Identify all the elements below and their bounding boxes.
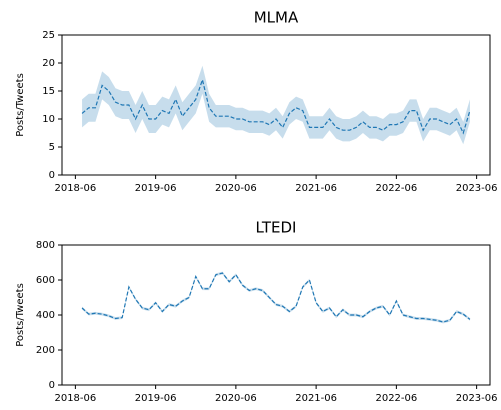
y-tick-label: 25 xyxy=(42,30,55,41)
x-tick-label: 2021-06 xyxy=(295,183,337,194)
y-tick-label: 0 xyxy=(49,170,55,181)
x-tick-label: 2018-06 xyxy=(54,393,96,404)
line xyxy=(81,77,471,135)
axes-frame xyxy=(61,244,491,386)
x-tick-label: 2023-06 xyxy=(456,393,498,404)
y-tick-label: 10 xyxy=(42,114,55,125)
y-tick-label: 15 xyxy=(42,86,55,97)
y-tick-label: 200 xyxy=(36,345,55,356)
x-tick-label: 2023-06 xyxy=(456,183,498,194)
axes-frame xyxy=(61,34,491,176)
y-tick-label: 600 xyxy=(36,275,55,286)
y-axis-label: Posts/Tweets xyxy=(15,73,26,137)
x-tick-label: 2021-06 xyxy=(295,393,337,404)
y-tick-label: 400 xyxy=(36,310,55,321)
y-tick-label: 800 xyxy=(36,240,55,251)
x-tick-label: 2020-06 xyxy=(215,393,257,404)
confidence-band xyxy=(82,271,470,324)
x-tick-label: 2019-06 xyxy=(135,393,177,404)
y-tick-label: 5 xyxy=(49,142,55,153)
y-tick-label: 0 xyxy=(49,380,55,391)
y-tick-label: 20 xyxy=(42,58,55,69)
x-tick-label: 2019-06 xyxy=(135,183,177,194)
y-axis-label: Posts/Tweets xyxy=(15,283,26,347)
chart-title: LTEDI xyxy=(256,219,297,237)
x-tick-label: 2022-06 xyxy=(375,393,417,404)
x-tick-label: 2018-06 xyxy=(54,183,96,194)
x-tick-label: 2022-06 xyxy=(375,183,417,194)
x-tick-label: 2020-06 xyxy=(215,183,257,194)
chart-title: MLMA xyxy=(254,9,299,27)
line xyxy=(81,272,471,323)
confidence-band xyxy=(82,65,470,145)
